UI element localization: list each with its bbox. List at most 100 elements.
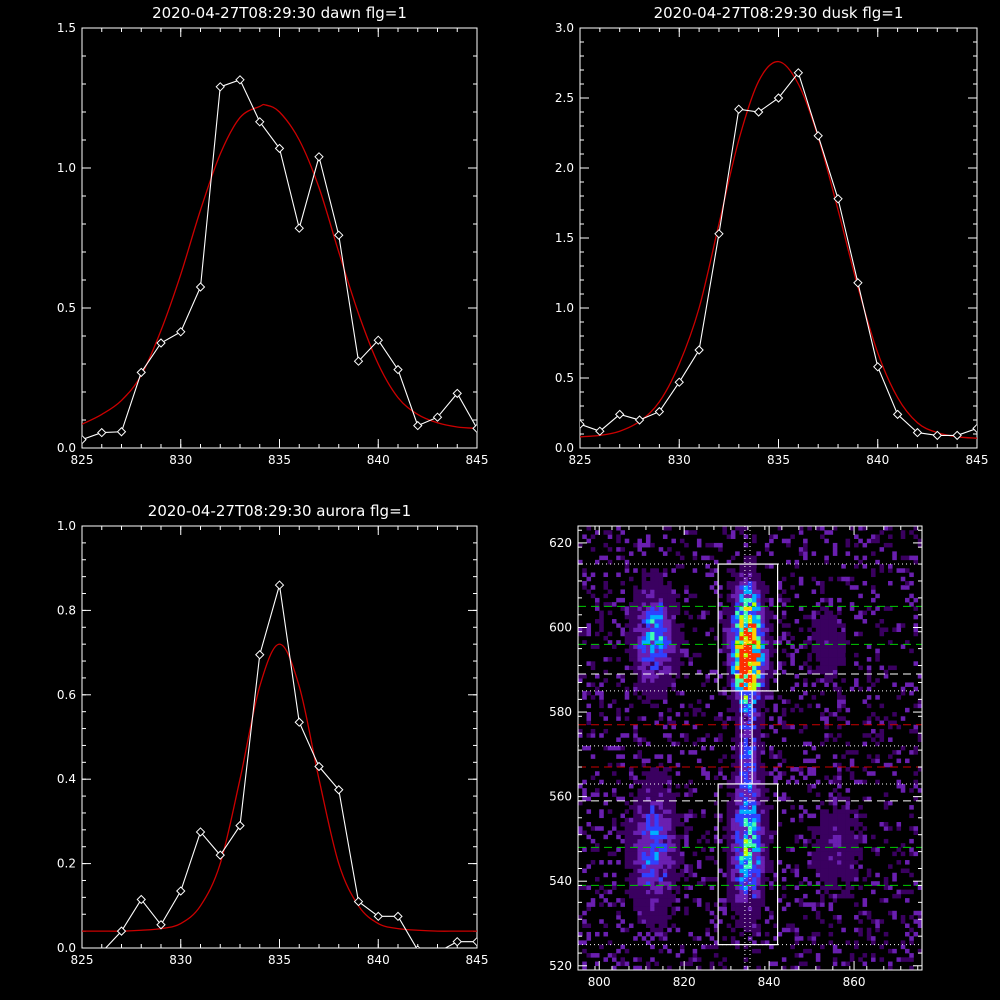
heatmap-cell	[658, 948, 664, 954]
heatmap-cell	[824, 538, 829, 544]
heatmap-cell	[790, 868, 795, 874]
heatmap-cell	[722, 872, 727, 878]
heatmap-cell	[658, 678, 664, 683]
heatmap-cell	[730, 555, 736, 561]
heatmap-cell	[616, 674, 621, 679]
heatmap-cell	[726, 923, 732, 929]
heatmap-cell	[654, 822, 659, 827]
heatmap-cell	[645, 847, 651, 852]
heatmap-cell	[764, 851, 770, 857]
heatmap-cell	[696, 542, 702, 548]
heatmap-cell	[786, 923, 791, 929]
heatmap-cell	[709, 669, 715, 675]
heatmap-cell	[696, 758, 702, 764]
heatmap-cell	[747, 690, 753, 696]
y-tick-label: 0.6	[57, 688, 76, 702]
data-point	[393, 911, 403, 922]
heatmap-cell	[832, 712, 838, 717]
heatmap-cell	[735, 813, 740, 819]
heatmap-cell	[679, 733, 685, 738]
heatmap-cell	[752, 665, 757, 671]
heatmap-cell	[764, 817, 770, 823]
heatmap-cell	[675, 640, 681, 645]
heatmap-cell	[718, 674, 723, 679]
heatmap-cell	[756, 750, 761, 755]
heatmap-cell	[900, 957, 906, 962]
heatmap-cell	[743, 720, 749, 726]
heatmap-cell	[769, 661, 774, 666]
heatmap-cell	[667, 640, 672, 645]
heatmap-cell	[650, 775, 655, 781]
heatmap-cell	[752, 669, 757, 675]
x-tick-label: 800	[588, 975, 611, 989]
heatmap-cell	[752, 813, 757, 819]
heatmap-cell	[794, 648, 800, 654]
heatmap-cell	[803, 775, 808, 781]
heatmap-cell	[858, 631, 863, 637]
heatmap-cell	[658, 779, 664, 785]
heatmap-cell	[841, 640, 846, 645]
heatmap-cell	[747, 893, 753, 899]
heatmap-cell	[756, 965, 761, 970]
heatmap-cell	[739, 792, 744, 797]
heatmap-cell	[743, 868, 749, 874]
heatmap-cell	[616, 534, 621, 539]
heatmap-cell	[883, 792, 889, 797]
heatmap-cell	[671, 597, 676, 603]
heatmap-cell	[633, 796, 638, 802]
heatmap-cell	[794, 872, 800, 878]
heatmap-cell	[696, 614, 702, 620]
heatmap-cell	[849, 953, 855, 958]
heatmap-cell	[824, 876, 829, 882]
heatmap-cell	[837, 627, 842, 633]
heatmap-cell	[667, 843, 672, 848]
heatmap-cell	[781, 957, 787, 962]
heatmap-cell	[896, 783, 902, 789]
heatmap-cell	[701, 767, 706, 772]
heatmap-cell	[815, 860, 821, 865]
heatmap-cell	[781, 965, 787, 970]
heatmap-cell	[760, 902, 766, 907]
heatmap-cell	[832, 627, 838, 633]
heatmap-cell	[807, 826, 812, 831]
heatmap-cell	[739, 644, 744, 649]
heatmap-cell	[628, 830, 634, 835]
heatmap-cell	[662, 589, 668, 594]
heatmap-cell	[837, 716, 842, 721]
heatmap-cell	[905, 931, 910, 937]
heatmap-cell	[824, 707, 829, 713]
data-point	[413, 420, 423, 431]
heatmap-cell	[739, 614, 744, 620]
heatmap-cell	[807, 838, 812, 844]
heatmap-cell	[684, 530, 689, 535]
heatmap-cell	[603, 728, 609, 734]
heatmap-cell	[582, 940, 587, 945]
heatmap-cell	[820, 944, 825, 950]
heatmap-cell	[658, 674, 664, 679]
heatmap-cell	[866, 538, 872, 544]
heatmap-cell	[735, 855, 740, 861]
heatmap-cell	[586, 623, 592, 628]
heatmap-cell	[845, 551, 851, 556]
heatmap-cell	[722, 640, 727, 645]
heatmap-cell	[743, 876, 749, 882]
heatmap-cell	[735, 593, 740, 599]
x-tick-label: 825	[569, 453, 592, 467]
heatmap-cell	[773, 876, 778, 882]
heatmap-cell	[735, 728, 740, 734]
heatmap-cell	[624, 830, 630, 835]
heatmap-cell	[888, 826, 893, 831]
heatmap-cell	[730, 707, 736, 713]
heatmap-cell	[913, 724, 919, 730]
heatmap-cell	[650, 695, 655, 700]
heatmap-cell	[815, 602, 821, 607]
heatmap-cell	[815, 855, 821, 861]
heatmap-cell	[586, 716, 592, 721]
heatmap-cell	[900, 623, 906, 628]
heatmap-cell	[726, 631, 732, 637]
heatmap-cell	[777, 720, 783, 726]
heatmap-cell	[603, 530, 609, 535]
heatmap-cell	[658, 657, 664, 662]
heatmap-cell	[828, 817, 834, 823]
heatmap-cell	[832, 526, 838, 531]
